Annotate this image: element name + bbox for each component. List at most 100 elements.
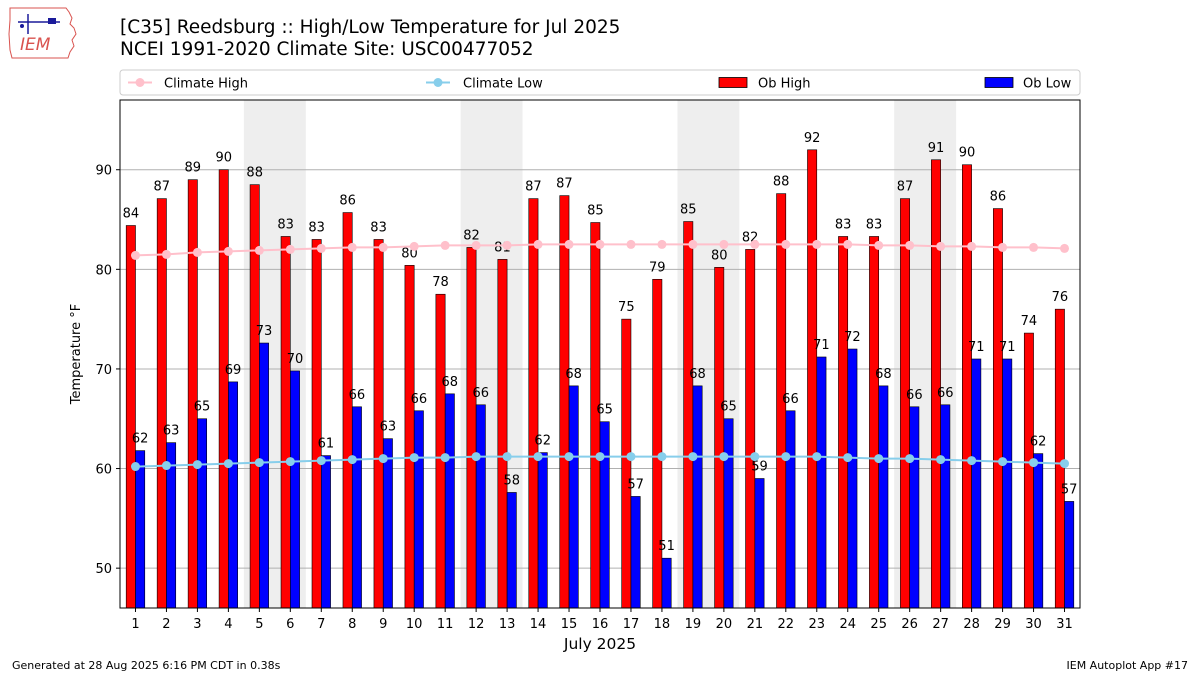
ob-high-bar xyxy=(1023,332,1034,609)
ob-high-bar xyxy=(187,179,198,609)
climate-high-point xyxy=(905,240,915,250)
ob-low-label: 71 xyxy=(999,340,1016,355)
climate-high-point xyxy=(998,242,1008,252)
ob-high-label: 91 xyxy=(928,141,945,156)
ob-high-bar xyxy=(652,278,663,609)
ob-low-bar xyxy=(320,455,331,609)
climate-high-point xyxy=(409,241,419,251)
ob-high-bar xyxy=(559,195,570,609)
ob-low-label: 63 xyxy=(163,424,180,439)
legend-climate-low-marker xyxy=(433,78,443,87)
climate-low-point xyxy=(223,459,233,469)
climate-high-point xyxy=(688,239,698,249)
climate-low-point xyxy=(285,457,295,467)
climate-high-point xyxy=(1029,242,1039,252)
ob-low-bar xyxy=(228,381,238,609)
ob-high-bar xyxy=(280,236,291,609)
ob-high-label: 76 xyxy=(1052,290,1069,305)
climate-high-point xyxy=(1060,243,1070,253)
climate-high-point xyxy=(440,240,450,250)
ob-high-label: 83 xyxy=(835,217,852,232)
climate-low-point xyxy=(998,457,1008,467)
ob-high-bar xyxy=(962,164,972,609)
ob-high-label: 85 xyxy=(680,203,697,218)
climate-low-point xyxy=(347,455,357,465)
y-tick-label: 50 xyxy=(95,562,112,577)
ob-low-bar xyxy=(723,418,734,609)
ob-high-label: 83 xyxy=(866,217,883,232)
climate-low-point xyxy=(564,452,574,462)
climate-high-point xyxy=(626,239,636,249)
x-tick-label: 23 xyxy=(809,617,826,632)
ob-low-label: 66 xyxy=(349,388,366,403)
climate-high-point xyxy=(533,239,543,249)
ob-low-label: 73 xyxy=(256,324,273,339)
climate-high-point xyxy=(812,239,822,249)
ob-high-label: 92 xyxy=(804,131,821,146)
climate-low-point xyxy=(750,452,760,462)
ob-low-bar xyxy=(1002,358,1013,609)
y-axis-label: Temperature °F xyxy=(69,304,84,405)
x-tick-label: 5 xyxy=(255,617,263,632)
climate-high-point xyxy=(781,239,791,249)
x-tick-label: 28 xyxy=(963,617,980,632)
climate-high-point xyxy=(564,239,574,249)
x-tick-label: 27 xyxy=(932,617,949,632)
ob-low-bar xyxy=(940,404,951,609)
climate-high-point xyxy=(595,239,605,249)
ob-low-label: 63 xyxy=(380,420,397,435)
y-tick-label: 60 xyxy=(95,463,112,478)
x-tick-label: 30 xyxy=(1025,617,1042,632)
ob-low-bar xyxy=(413,410,424,609)
climate-low-point xyxy=(1060,459,1070,469)
climate-low-point xyxy=(1029,458,1039,468)
climate-low-point xyxy=(812,452,822,462)
climate-high-point xyxy=(471,240,481,250)
ob-low-label: 62 xyxy=(534,434,551,449)
ob-high-label: 85 xyxy=(587,204,604,219)
chart-subtitle: NCEI 1991-2020 Climate Site: USC00477052 xyxy=(120,39,534,60)
x-tick-label: 31 xyxy=(1056,617,1073,632)
climate-low-point xyxy=(254,458,264,468)
ob-low-label: 61 xyxy=(318,437,335,452)
ob-high-label: 84 xyxy=(123,207,140,222)
ob-low-label: 66 xyxy=(473,386,490,401)
ob-low-bar xyxy=(754,478,765,609)
ob-high-bar xyxy=(466,247,477,609)
climate-low-point xyxy=(967,456,977,466)
station-dot xyxy=(20,24,24,28)
ob-high-label: 74 xyxy=(1021,314,1038,329)
ob-high-label: 86 xyxy=(339,194,356,209)
ob-low-bar xyxy=(1064,501,1075,609)
ob-high-bar xyxy=(156,198,167,609)
legend-climate-high-marker xyxy=(135,78,145,87)
climate-high-point xyxy=(316,243,326,253)
chart-title: [C35] Reedsburg :: High/Low Temperature … xyxy=(120,17,621,38)
x-tick-label: 12 xyxy=(468,617,485,632)
ob-high-bar xyxy=(992,208,1003,609)
x-tick-label: 22 xyxy=(778,617,795,632)
ob-low-bar xyxy=(537,452,548,609)
x-tick-label: 16 xyxy=(592,617,609,632)
climate-high-point xyxy=(502,240,512,250)
ob-high-label: 78 xyxy=(432,275,449,290)
x-tick-label: 2 xyxy=(162,617,170,632)
iem-logo: IEM xyxy=(8,7,77,59)
legend-climate-high-label: Climate High xyxy=(164,77,248,92)
ob-low-label: 71 xyxy=(813,338,830,353)
x-tick-label: 18 xyxy=(654,617,671,632)
climate-high-point xyxy=(161,249,171,259)
climate-low-point xyxy=(378,454,388,464)
ob-low-label: 68 xyxy=(875,367,892,382)
climate-low-point xyxy=(905,454,915,464)
climate-low-point xyxy=(874,454,884,464)
climate-high-point xyxy=(192,247,202,257)
ob-high-bar xyxy=(342,212,353,609)
ob-high-bar xyxy=(1054,308,1065,609)
ob-high-label: 88 xyxy=(773,175,790,190)
ob-low-bar xyxy=(630,496,641,609)
x-tick-label: 13 xyxy=(499,617,516,632)
climate-low-point xyxy=(316,456,326,466)
climate-high-point xyxy=(719,239,729,249)
